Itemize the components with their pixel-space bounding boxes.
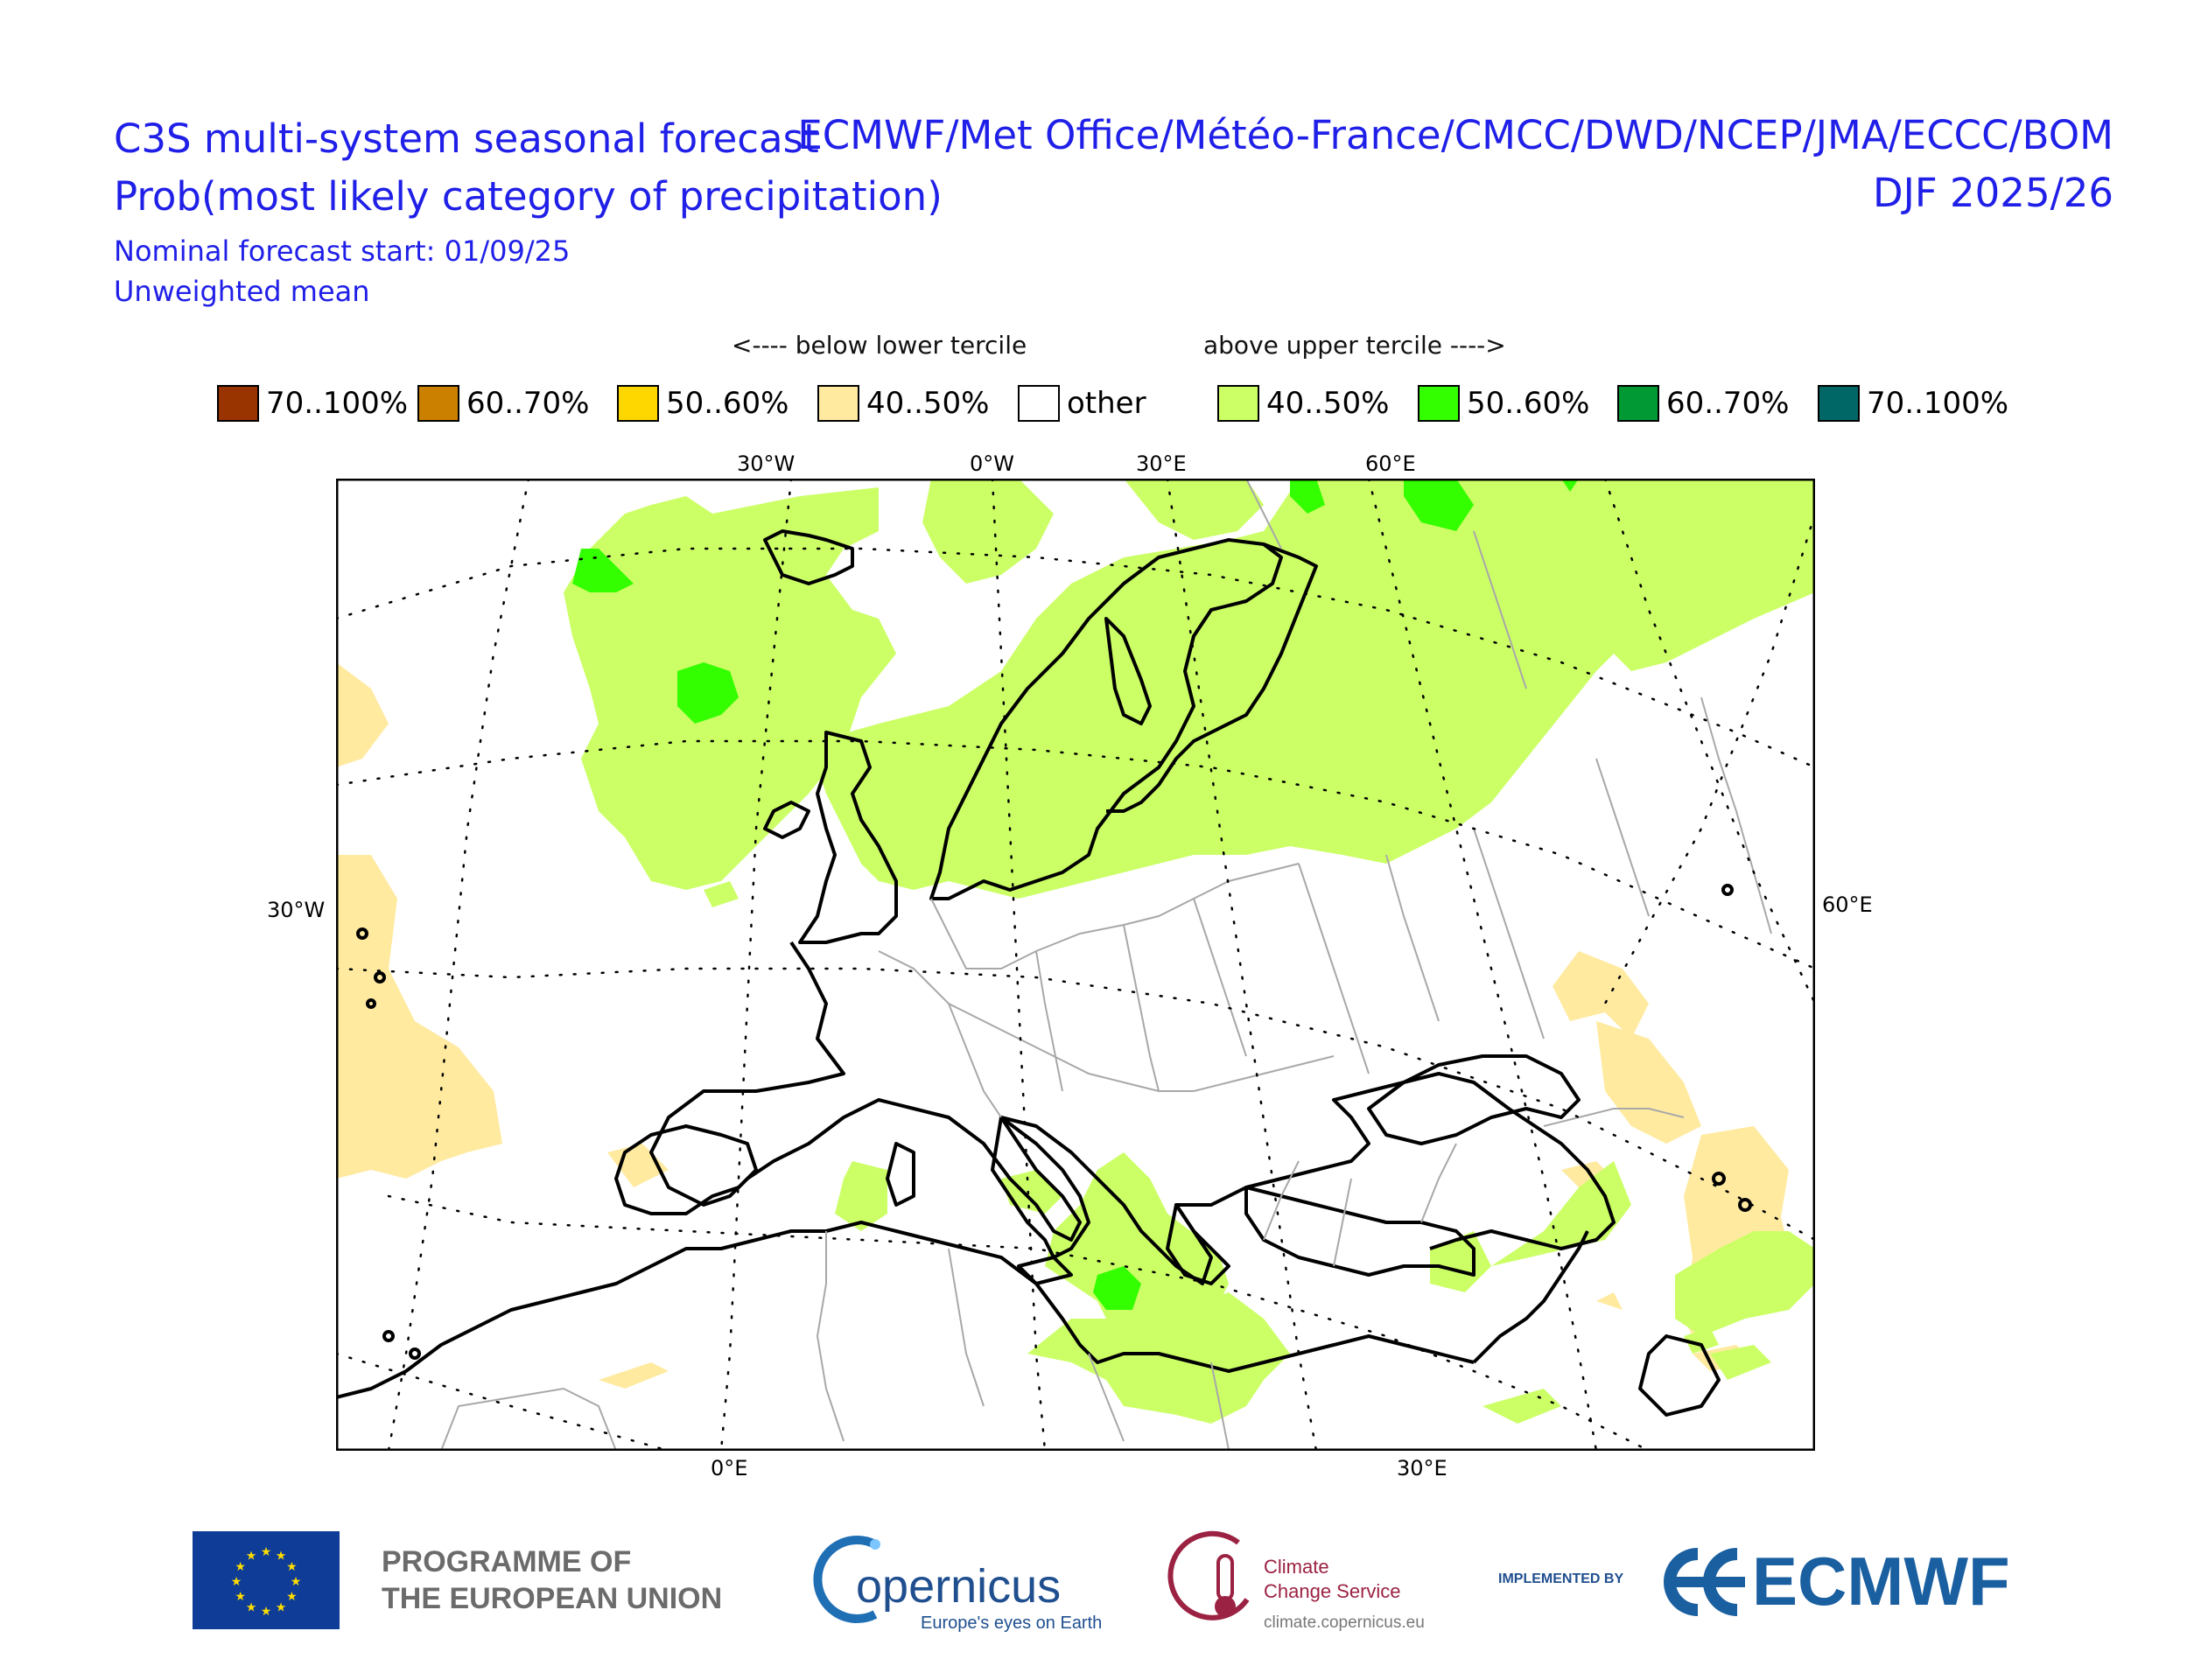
legend-swatch <box>1818 385 1860 422</box>
eu-star-icon: ★ <box>235 1590 246 1604</box>
legend-label: 70..100% <box>266 386 409 421</box>
legend-label: 60..70% <box>466 386 590 421</box>
eu-star-icon: ★ <box>246 1550 257 1564</box>
centres-list: ECMWF/Met Office/Météo-France/CMCC/DWD/N… <box>797 112 2113 158</box>
top-label-30w: 30°W <box>737 452 796 476</box>
legend-item: 70..100% <box>217 383 408 424</box>
eu-star-icon: ★ <box>246 1600 257 1614</box>
forecast-map <box>336 479 1815 1451</box>
right-label-60e: 60°E <box>1822 892 1873 917</box>
eu-star-icon: ★ <box>276 1550 287 1564</box>
legend-label: 60..70% <box>1666 386 1790 421</box>
below-tercile-caption: <---- below lower tercile <box>732 331 1027 360</box>
legend-swatch <box>617 385 659 422</box>
climate-line2: Change Service <box>1264 1580 1401 1602</box>
legend-item: 40..50% <box>817 383 989 424</box>
eu-star-icon: ★ <box>231 1575 242 1589</box>
legend-swatch <box>1217 385 1259 422</box>
legend-label: other <box>1067 386 1146 421</box>
season-label: DJF 2025/26 <box>1872 170 2113 216</box>
top-label-0w: 0°W <box>970 452 1014 476</box>
legend-swatch <box>1418 385 1460 422</box>
top-label-30e: 30°E <box>1136 452 1187 476</box>
eu-star-icon: ★ <box>261 1545 272 1559</box>
legend-label: 50..60% <box>666 386 789 421</box>
legend-label: 40..50% <box>1266 386 1390 421</box>
legend-swatch <box>1018 385 1060 422</box>
legend-label: 70..100% <box>1867 386 2009 421</box>
legend-label: 40..50% <box>866 386 990 421</box>
eu-programme-line1: PROGRAMME OF <box>382 1545 632 1578</box>
legend-item: 50..60% <box>1418 383 1589 424</box>
eu-star-icon: ★ <box>261 1605 272 1619</box>
legend-swatch <box>217 385 259 422</box>
eu-flag-logo: ★ ★★★★★★★★★★★ <box>193 1531 340 1629</box>
legend-item: 50..60% <box>617 383 789 424</box>
country-borders <box>440 479 1772 1451</box>
bottom-label-30e: 30°E <box>1397 1456 1447 1480</box>
copernicus-wordmark: opernicus <box>856 1560 1062 1613</box>
mean-type: Unweighted mean <box>114 275 370 308</box>
legend-item: 70..100% <box>1818 383 2008 424</box>
eu-star-icon: ★ <box>276 1600 287 1614</box>
legend-item: other <box>1018 383 1146 424</box>
title-line-1: C3S multi-system seasonal forecast <box>114 116 819 162</box>
eu-star-icon: ★ <box>291 1575 302 1589</box>
above-tercile-caption: above upper tercile ----> <box>1203 331 1506 360</box>
left-label-30w: 30°W <box>267 898 326 922</box>
climate-thermometer-icon <box>1167 1530 1250 1620</box>
implemented-by: IMPLEMENTED BY <box>1498 1572 1624 1586</box>
eu-programme-line2: THE EUROPEAN UNION <box>382 1582 723 1615</box>
eu-star-icon: ★ <box>235 1560 246 1574</box>
eu-star-icon: ★ <box>286 1590 298 1604</box>
above-tercile-50-60-areas <box>572 479 1579 1310</box>
legend-item: 60..70% <box>1617 383 1789 424</box>
title-line-2: Prob(most likely category of precipitati… <box>114 173 943 220</box>
copernicus-tagline: Europe's eyes on Earth <box>921 1614 1103 1633</box>
bottom-label-0e: 0°E <box>711 1456 748 1480</box>
ecmwf-wordmark: ECMWF <box>1752 1543 2010 1620</box>
ecmwf-emblem-icon <box>1664 1548 1745 1616</box>
eu-star-icon: ★ <box>286 1560 298 1574</box>
coastlines <box>336 529 1752 1417</box>
legend-swatch <box>1617 385 1659 422</box>
forecast-start: Nominal forecast start: 01/09/25 <box>114 234 571 268</box>
map-frame <box>336 479 1815 1451</box>
graticule <box>336 479 1815 1451</box>
copernicus-c-icon <box>813 1536 880 1623</box>
legend-swatch <box>817 385 859 422</box>
climate-line1: Climate <box>1264 1556 1329 1578</box>
legend-label: 50..60% <box>1467 386 1590 421</box>
top-label-60e: 60°E <box>1365 452 1416 476</box>
legend-item: 60..70% <box>417 383 589 424</box>
legend-swatch <box>417 385 459 422</box>
legend-item: 40..50% <box>1217 383 1389 424</box>
climate-url: climate.copernicus.eu <box>1264 1614 1425 1632</box>
